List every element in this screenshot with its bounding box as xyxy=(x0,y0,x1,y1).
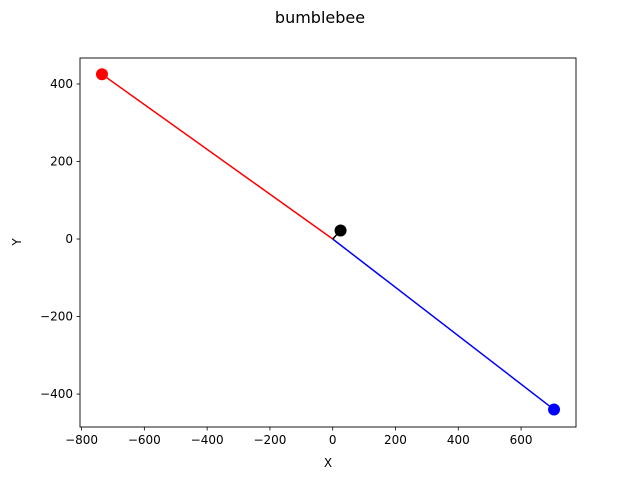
axes-frame xyxy=(79,57,577,428)
y-tick-label: −200 xyxy=(40,310,73,324)
x-tick-label: 0 xyxy=(329,433,337,447)
y-axis-label: Y xyxy=(10,238,24,247)
y-axis-ticks: 400 200 0 −200 −400 xyxy=(40,77,80,401)
y-tick-label: 200 xyxy=(50,154,73,168)
data-point-2 xyxy=(548,403,561,416)
x-tick-label: −400 xyxy=(191,433,224,447)
data-point-1 xyxy=(95,68,108,81)
x-axis-label: X xyxy=(324,456,332,470)
y-tick-label: 0 xyxy=(65,232,73,246)
points-layer xyxy=(95,68,561,416)
y-tick-label: 400 xyxy=(50,77,73,91)
chart-title: bumblebee xyxy=(275,8,365,27)
data-point-3 xyxy=(334,224,347,237)
x-axis-ticks: −800 −600 −400 −200 0 200 400 600 xyxy=(65,427,533,447)
x-tick-label: 400 xyxy=(447,433,470,447)
x-tick-label: 600 xyxy=(510,433,533,447)
x-tick-label: −600 xyxy=(128,433,161,447)
x-tick-label: −800 xyxy=(65,433,98,447)
plot-area xyxy=(80,58,576,427)
x-tick-label: −200 xyxy=(253,433,286,447)
series-line-2 xyxy=(332,238,555,411)
x-tick-label: 200 xyxy=(384,433,407,447)
y-tick-label: −400 xyxy=(40,387,73,401)
series-line-1 xyxy=(101,73,334,240)
